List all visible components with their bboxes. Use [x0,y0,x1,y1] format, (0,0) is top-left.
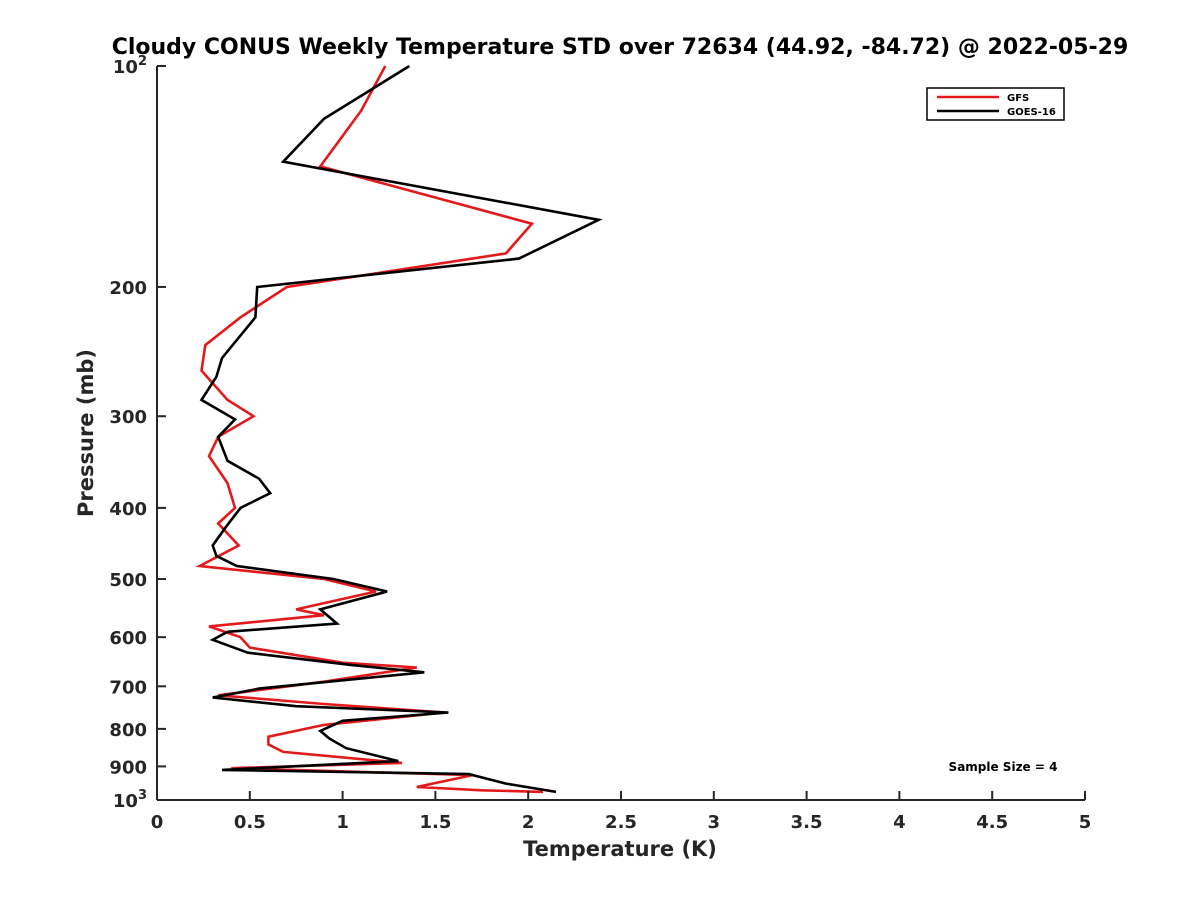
y-tick-label: 800 [109,720,147,741]
y-tick-label: 103 [113,788,147,812]
x-tick-label: 4 [893,812,906,833]
series-line-0 [195,65,544,794]
x-axis-label: Temperature (K) [523,837,717,861]
x-tick-label: 0.5 [234,812,266,833]
x-tick-label: 0 [151,812,164,833]
y-axis-label: Pressure (mb) [74,349,98,517]
x-tick-label: 1 [336,812,349,833]
y-tick-label: 500 [109,570,147,591]
axes: 0 0.5 1 1.5 2 2.5 3 3.5 4 4.5 5 102 200 300 400 500 600 7… [109,54,1091,833]
x-tick-label: 5 [1079,812,1092,833]
legend-box [926,87,1065,121]
y-tick-label: 400 [109,499,147,520]
x-tick-label: 3 [708,812,721,833]
y-tick-label: 600 [109,628,147,649]
y-tick-label: 900 [109,757,147,778]
y-tick-label: 700 [109,677,147,698]
y-tick-label: 300 [109,407,147,428]
x-tick-label: 4.5 [976,812,1008,833]
plot-area [195,64,603,794]
x-tick-label: 1.5 [419,812,451,833]
x-tick-label: 3.5 [791,812,823,833]
series-line-1 [199,64,603,794]
sample-size-annotation: Sample Size = 4 [949,760,1058,774]
x-tick-label: 2.5 [605,812,637,833]
legend-label: GOES-16 [1007,107,1056,118]
legend: GFS GOES-16 [926,87,1065,121]
y-tick-label: 200 [109,278,147,299]
y-tick-label: 102 [113,54,147,78]
legend-label: GFS [1007,93,1029,104]
x-tick-label: 2 [522,812,535,833]
chart-title: Cloudy CONUS Weekly Temperature STD over… [112,35,1129,60]
